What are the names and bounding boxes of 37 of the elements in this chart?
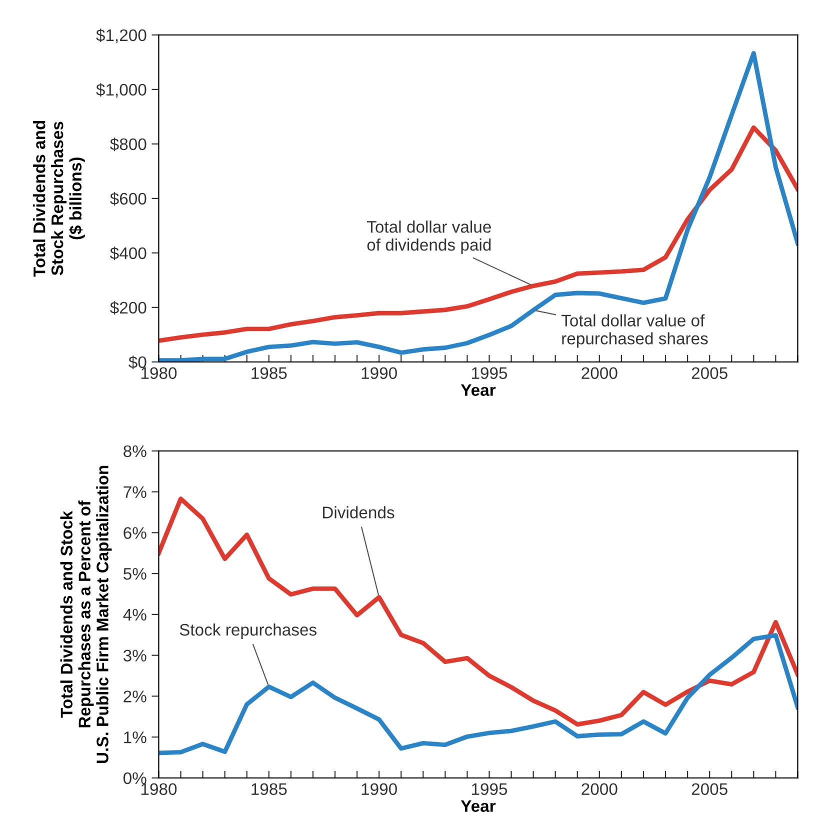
y-tick-label: 3% <box>123 650 146 662</box>
x-tick-label: 1980 <box>141 367 177 380</box>
y-tick-label: $600 <box>110 192 146 206</box>
x-tick-label: 2000 <box>582 367 618 380</box>
y-tick-label: $1,200 <box>96 28 146 44</box>
y-axis-title: Total Dividends and Stock Repurchases ($ billions) <box>33 120 85 277</box>
x-tick-label: 1995 <box>472 367 508 380</box>
annotation: Total dollar value of dividends paid <box>366 220 491 254</box>
y-tick-label: 0% <box>123 772 146 784</box>
x-tick-label: 1990 <box>362 783 397 796</box>
y-axis-title: Total Dividends and Stock Repurchases as a Percent of U.S. Public Firm Market Capitalization <box>60 466 112 763</box>
y-tick-label: 8% <box>124 445 146 458</box>
y-tick-label: 4% <box>123 608 146 621</box>
y-tick-label: $1,000 <box>96 83 146 98</box>
x-axis-title: Year <box>460 384 496 396</box>
x-tick-label: 1985 <box>252 367 287 380</box>
y-tick-label: 5% <box>124 568 146 580</box>
x-tick-label: 2005 <box>692 367 728 380</box>
annotation: Stock repurchases <box>180 623 316 639</box>
x-tick-label: 1990 <box>362 367 397 380</box>
line-series <box>158 496 798 727</box>
y-tick-label: 6% <box>124 527 146 539</box>
x-tick-label: 1985 <box>252 783 287 796</box>
y-tick-label: $800 <box>110 138 146 152</box>
x-tick-label: 2000 <box>582 783 618 796</box>
x-axis-title: Year <box>460 800 496 812</box>
annotation: Dividends <box>323 506 394 518</box>
y-tick-label: $200 <box>110 301 146 315</box>
y-tick-label: $400 <box>110 246 146 260</box>
y-tick-label: 2% <box>124 690 146 702</box>
x-tick-label: 2005 <box>692 783 728 796</box>
y-tick-label: 7% <box>124 486 146 498</box>
x-tick-label: 1980 <box>141 783 177 796</box>
y-tick-label: $0 <box>128 356 146 370</box>
x-tick-label: 1995 <box>472 783 508 796</box>
y-tick-label: 1% <box>124 732 146 744</box>
annotation: Total dollar value of repurchased shares <box>561 314 708 348</box>
